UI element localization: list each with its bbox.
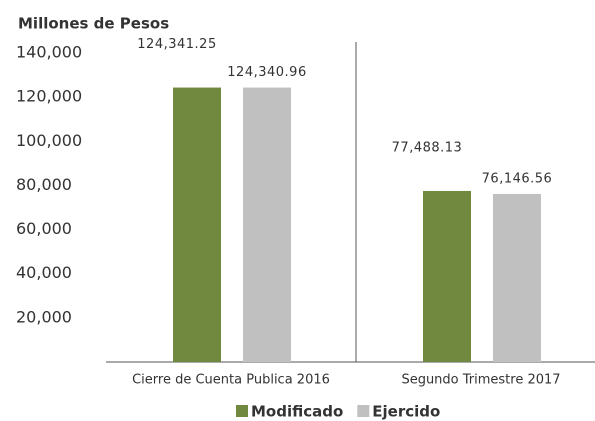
y-tick-label: 100,000 [16, 131, 82, 150]
y-tick-label: 60,000 [16, 219, 72, 238]
y-tick-label: 80,000 [16, 175, 72, 194]
x-tick-label: Cierre de Cuenta Publica 2016 [132, 373, 330, 388]
legend-swatch [236, 405, 248, 417]
y-tick-label: 120,000 [16, 87, 82, 106]
bar [243, 87, 291, 362]
y-axis-label: Millones de Pesos [18, 15, 169, 33]
y-tick-label: 20,000 [16, 307, 72, 326]
y-tick-label: 40,000 [16, 263, 72, 282]
value-label: 124,341.25 [137, 37, 216, 52]
legend-label: Modificado [251, 403, 343, 421]
value-label: 77,488.13 [392, 140, 463, 155]
value-label: 76,146.56 [482, 171, 553, 186]
bar [423, 190, 471, 362]
value-label: 124,340.96 [227, 65, 306, 80]
y-tick-label: 140,000 [16, 43, 82, 62]
legend-label: Ejercido [372, 403, 440, 421]
legend-swatch [357, 405, 370, 417]
bar [173, 87, 221, 362]
x-tick-label: Segundo Trimestre 2017 [401, 373, 560, 388]
bar [493, 193, 541, 362]
